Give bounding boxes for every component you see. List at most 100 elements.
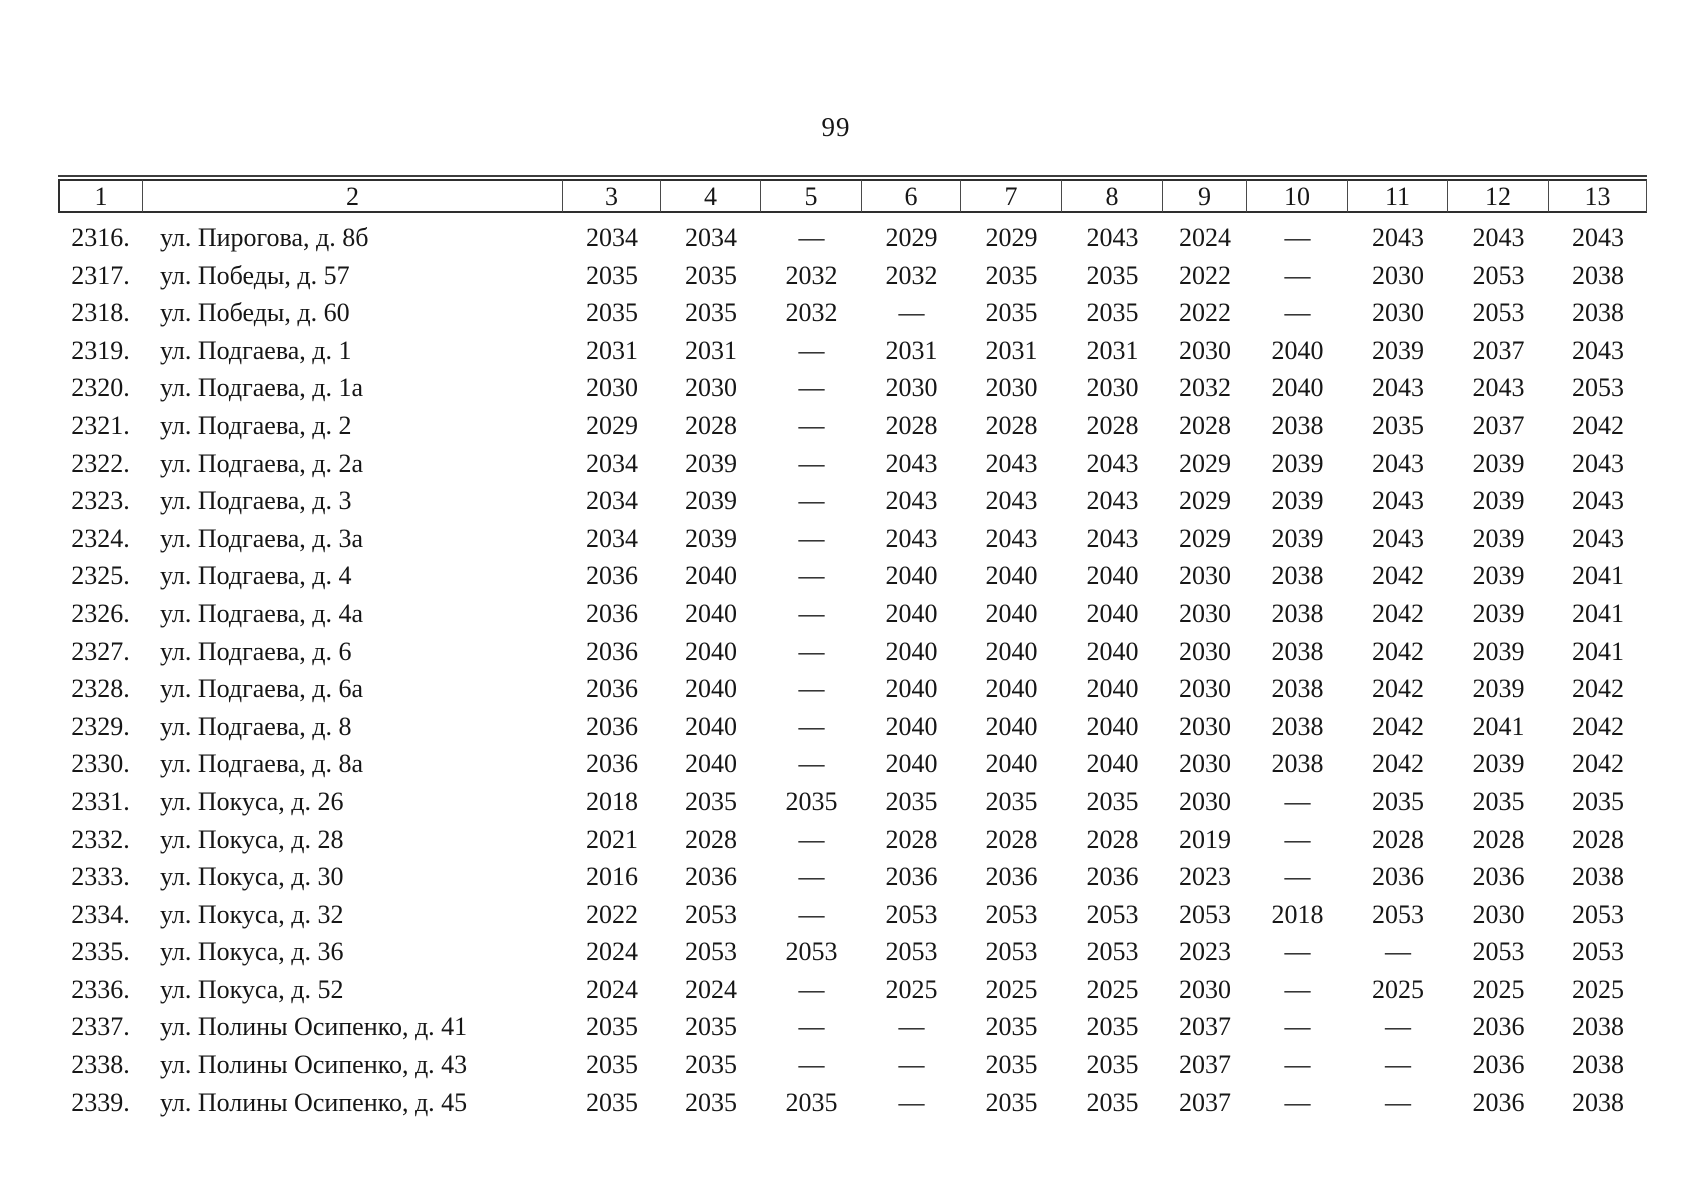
year-cell: 2040 <box>985 598 1038 628</box>
year-cell: 2040 <box>885 636 938 666</box>
year-cell: — <box>798 824 825 854</box>
year-cell: 2042 <box>1372 711 1424 741</box>
year-cell: 2035 <box>1086 1012 1139 1042</box>
year-cell: 2032 <box>785 298 838 328</box>
table-row: 2332. ул. Покуса, д. 28 2021 2028 — 2028 2028 2… <box>58 821 1647 859</box>
year-cell: 2016 <box>586 862 638 892</box>
year-cell: 2039 <box>1472 448 1525 478</box>
year-cell: 2019 <box>1179 824 1231 854</box>
year-cell: 2036 <box>685 862 737 892</box>
address-cell: ул. Подгаева, д. 2а <box>160 448 364 478</box>
table-row: 2336. ул. Покуса, д. 52 2024 2024 — 2025 2025 2… <box>58 971 1647 1009</box>
year-cell: 2038 <box>1572 1050 1624 1080</box>
year-cell: 2028 <box>1086 410 1139 440</box>
year-cell: 2025 <box>985 974 1038 1004</box>
year-cell: 2040 <box>685 636 737 666</box>
address-cell: ул. Подгаева, д. 6а <box>160 674 364 704</box>
year-cell: — <box>798 486 825 516</box>
row-number: 2328. <box>71 674 130 704</box>
year-cell: 2030 <box>685 373 737 403</box>
year-cell: 2043 <box>1372 486 1424 516</box>
year-cell: 2039 <box>1472 486 1525 516</box>
year-cell: 2029 <box>1179 448 1231 478</box>
table-row: 2337. ул. Полины Осипенко, д. 41 2035 2035 —… <box>58 1008 1647 1046</box>
year-cell: — <box>898 1012 925 1042</box>
address-cell: ул. Покуса, д. 28 <box>160 824 344 854</box>
year-cell: 2040 <box>1271 373 1324 403</box>
year-cell: 2038 <box>1572 1012 1624 1042</box>
year-cell: 2035 <box>586 1012 638 1042</box>
table-row: 2324. ул. Подгаева, д. 3а 2034 2039 — 2043 204… <box>58 520 1647 558</box>
year-cell: — <box>1385 1012 1411 1042</box>
year-cell: 2040 <box>885 711 938 741</box>
table-row: 2321. ул. Подгаева, д. 2 2029 2028 — 2028 2028… <box>58 407 1647 445</box>
year-cell: 2023 <box>1179 862 1231 892</box>
year-cell: 2035 <box>985 298 1038 328</box>
year-cell: — <box>798 410 825 440</box>
year-cell: 2042 <box>1372 674 1424 704</box>
year-cell: 2039 <box>685 448 737 478</box>
row-number: 2339. <box>71 1087 130 1117</box>
year-cell: 2043 <box>1572 335 1624 365</box>
year-cell: 2028 <box>1472 824 1525 854</box>
year-cell: 2028 <box>985 824 1038 854</box>
year-cell: 2036 <box>1472 1087 1525 1117</box>
year-cell: 2042 <box>1572 410 1624 440</box>
year-cell: 2028 <box>1572 824 1624 854</box>
year-cell: 2030 <box>1179 786 1231 816</box>
year-cell: 2030 <box>1372 298 1424 328</box>
row-number: 2337. <box>71 1012 130 1042</box>
year-cell: 2031 <box>1086 335 1139 365</box>
year-cell: 2039 <box>1271 486 1324 516</box>
year-cell: 2035 <box>1472 786 1525 816</box>
year-cell: 2030 <box>1179 561 1231 591</box>
table-row: 2326. ул. Подгаева, д. 4а 2036 2040 — 2040 204… <box>58 595 1647 633</box>
year-cell: 2018 <box>586 786 638 816</box>
address-cell: ул. Подгаева, д. 2 <box>160 410 352 440</box>
year-cell: 2035 <box>985 1087 1038 1117</box>
address-cell: ул. Подгаева, д. 1а <box>160 373 364 403</box>
year-cell: 2029 <box>1179 523 1231 553</box>
year-cell: 2043 <box>1372 448 1424 478</box>
row-number: 2335. <box>71 937 130 967</box>
year-cell: 2036 <box>586 598 638 628</box>
table-top-border <box>58 175 1647 177</box>
year-cell: — <box>798 974 825 1004</box>
column-header: 7 <box>961 179 1062 213</box>
year-cell: 2031 <box>586 335 638 365</box>
year-cell: — <box>1385 937 1411 967</box>
year-cell: 2053 <box>785 937 838 967</box>
year-cell: 2030 <box>1179 749 1231 779</box>
year-cell: 2053 <box>1572 937 1624 967</box>
year-cell: 2031 <box>685 335 737 365</box>
address-cell: ул. Покуса, д. 32 <box>160 899 344 929</box>
year-cell: 2038 <box>1271 749 1324 779</box>
year-cell: 2028 <box>1372 824 1424 854</box>
year-cell: 2036 <box>586 749 638 779</box>
year-cell: 2030 <box>1179 335 1231 365</box>
year-cell: 2021 <box>586 824 638 854</box>
year-cell: 2035 <box>685 1012 737 1042</box>
year-cell: 2037 <box>1472 410 1525 440</box>
table-row: 2334. ул. Покуса, д. 32 2022 2053 — 2053 2053 2… <box>58 896 1647 934</box>
year-cell: 2038 <box>1271 410 1324 440</box>
year-cell: 2018 <box>1271 899 1324 929</box>
year-cell: 2036 <box>985 862 1038 892</box>
year-cell: 2053 <box>1179 899 1231 929</box>
year-cell: 2030 <box>1179 711 1231 741</box>
table-row: 2335. ул. Покуса, д. 36 2024 2053 2053 2053 20… <box>58 933 1647 971</box>
year-cell: 2035 <box>985 260 1038 290</box>
year-cell: 2043 <box>1086 523 1139 553</box>
year-cell: — <box>798 1050 825 1080</box>
address-cell: ул. Подгаева, д. 4 <box>160 561 352 591</box>
year-cell: 2024 <box>685 974 737 1004</box>
year-cell: 2036 <box>885 862 938 892</box>
year-cell: 2043 <box>985 486 1038 516</box>
year-cell: 2036 <box>586 674 638 704</box>
year-cell: 2040 <box>1086 561 1139 591</box>
row-number: 2338. <box>71 1050 130 1080</box>
year-cell: 2030 <box>985 373 1038 403</box>
year-cell: 2040 <box>885 749 938 779</box>
year-cell: 2043 <box>1372 523 1424 553</box>
year-cell: 2053 <box>685 899 737 929</box>
